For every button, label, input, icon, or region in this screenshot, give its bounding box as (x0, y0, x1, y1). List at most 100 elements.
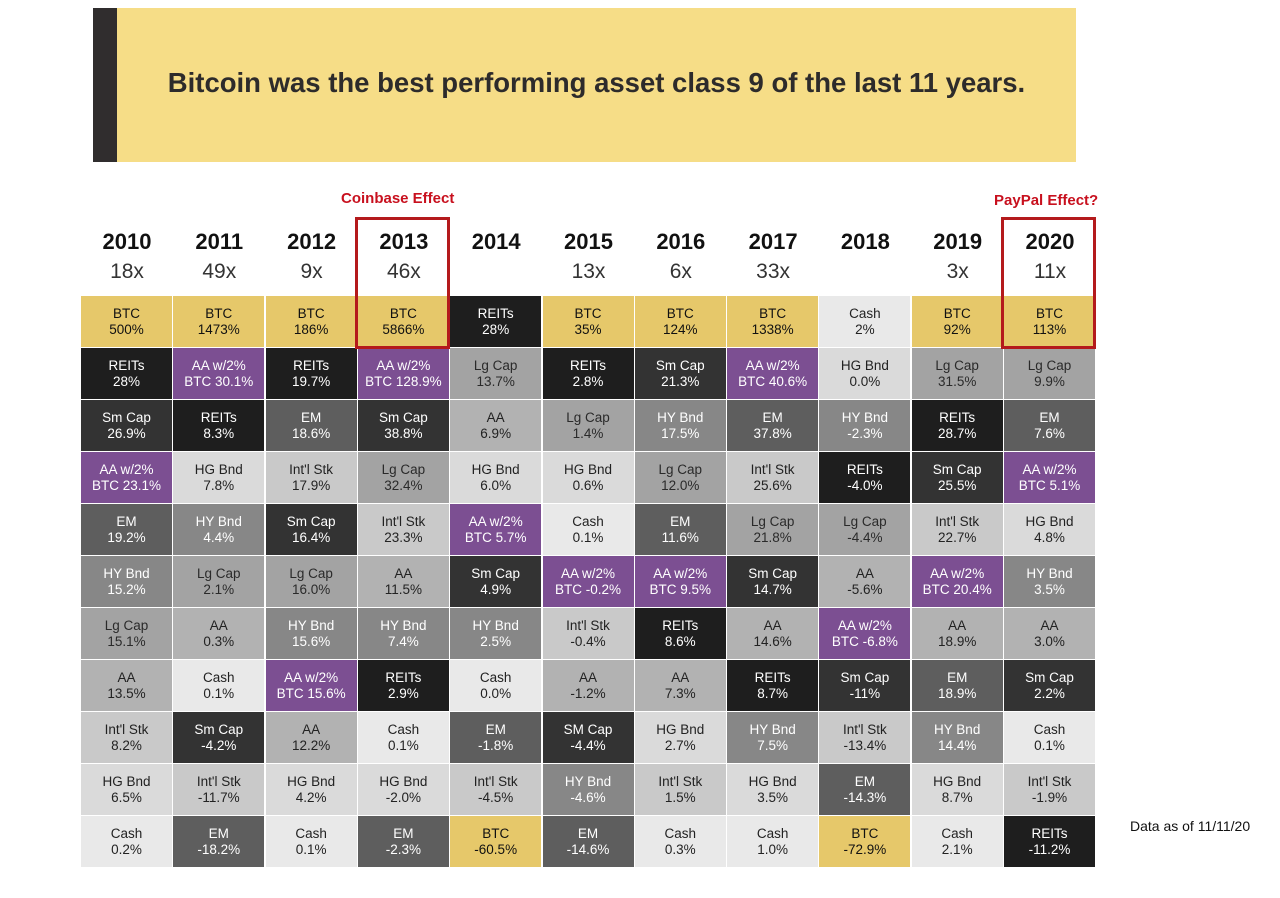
asset-return: 7.5% (757, 737, 788, 753)
asset-cell: EM -14.6% (542, 816, 635, 868)
asset-return: 19.7% (291, 373, 331, 389)
asset-cell: REITs 8.6% (634, 608, 727, 660)
asset-label: BTC (943, 305, 971, 321)
asset-return: BTC 30.1% (184, 373, 254, 389)
asset-label: AA w/2% (1022, 461, 1077, 477)
asset-cell: HG Bnd 8.7% (911, 764, 1004, 816)
asset-label: REITs (754, 669, 791, 685)
year-label: 2014 (471, 229, 521, 254)
asset-return: 0.3% (203, 633, 235, 649)
asset-return: 21.3% (661, 373, 700, 389)
year-label: 2018 (840, 229, 890, 254)
asset-cell: AA 11.5% (357, 556, 450, 608)
asset-label: HG Bnd (933, 773, 982, 789)
asset-cell: HY Bnd 15.6% (265, 608, 358, 660)
asset-return: 8.7% (941, 789, 973, 805)
year-header: 2016 6x (635, 229, 727, 289)
asset-label: Cash (941, 825, 973, 841)
asset-return: 13.5% (107, 685, 146, 701)
asset-label: Lg Cap (843, 513, 887, 529)
asset-return: 6.0% (480, 477, 512, 493)
asset-return: 0.3% (664, 841, 696, 857)
asset-cell: HY Bnd -4.6% (542, 764, 635, 816)
asset-cell: Cash 2% (819, 296, 912, 348)
asset-return: 37.8% (753, 425, 792, 441)
asset-return: -13.4% (843, 737, 887, 753)
asset-return: 500% (109, 321, 144, 337)
asset-label: AA w/2% (468, 513, 523, 529)
asset-return: 12.0% (661, 477, 700, 493)
asset-label: Int'l Stk (104, 721, 149, 737)
asset-return: 38.8% (384, 425, 423, 441)
asset-label: HY Bnd (841, 409, 889, 425)
asset-return: 35% (574, 321, 602, 337)
asset-return: 15.2% (107, 581, 146, 597)
asset-return: 2.9% (388, 685, 419, 701)
asset-label: AA w/2% (191, 357, 246, 373)
asset-return: 11.6% (661, 529, 699, 545)
asset-cell: AA 3.0% (1004, 608, 1096, 660)
year-label: 2016 (656, 229, 706, 254)
asset-cell: Sm Cap 2.2% (1004, 660, 1096, 712)
asset-return: -14.6% (566, 841, 610, 857)
asset-label: AA (1040, 617, 1059, 633)
asset-label: HG Bnd (840, 357, 889, 373)
asset-label: Sm Cap (471, 565, 521, 581)
asset-return: -1.2% (570, 685, 606, 701)
asset-return: 17.5% (661, 425, 700, 441)
year-label: 2019 (933, 229, 983, 254)
asset-return: 21.8% (753, 529, 792, 545)
asset-cell: HG Bnd 4.8% (1004, 504, 1096, 556)
asset-return: 13.7% (476, 373, 515, 389)
asset-label: Int'l Stk (750, 461, 795, 477)
asset-label: HG Bnd (102, 773, 151, 789)
asset-return: 14.4% (938, 737, 977, 753)
asset-label: REITs (939, 409, 976, 425)
asset-label: Int'l Stk (196, 773, 241, 789)
asset-label: REITs (662, 617, 699, 633)
asset-cell: BTC 186% (265, 296, 358, 348)
asset-cell: REITs 2.8% (542, 348, 635, 400)
asset-return: BTC 40.6% (738, 373, 808, 389)
asset-cell: HG Bnd -2.0% (357, 764, 450, 816)
asset-return: 18.9% (938, 685, 977, 701)
asset-label: AA (209, 617, 228, 633)
asset-return: 3.5% (1034, 581, 1065, 597)
asset-return: 3.5% (757, 789, 788, 805)
asset-return: 19.2% (107, 529, 146, 545)
asset-return: 0.6% (572, 477, 604, 493)
asset-return: 2.2% (1034, 685, 1065, 701)
asset-cell: AA 12.2% (265, 712, 358, 764)
asset-label: AA (948, 617, 967, 633)
asset-label: Sm Cap (748, 565, 797, 581)
asset-label: AA w/2% (930, 565, 985, 581)
asset-return: 0.1% (295, 841, 327, 857)
btc-multiple-label: 18x (110, 260, 144, 283)
asset-cell: Lg Cap 2.1% (173, 556, 266, 608)
data-as-of-note: Data as of 11/11/20 (1130, 818, 1251, 834)
asset-cell: Int'l Stk -11.7% (173, 764, 266, 816)
asset-label: Int'l Stk (289, 461, 334, 477)
asset-cell: EM 7.6% (1004, 400, 1096, 452)
asset-return: 26.9% (107, 425, 146, 441)
asset-return: 5866% (382, 321, 425, 337)
year-label: 2015 (564, 229, 613, 254)
asset-return: 92% (943, 321, 971, 337)
asset-cell: AA 6.9% (450, 400, 543, 452)
asset-cell: AA w/2% BTC 9.5% (634, 556, 727, 608)
year-header: 2012 9x (266, 229, 358, 289)
asset-cell: Int'l Stk -4.5% (450, 764, 543, 816)
btc-multiple-label: 46x (386, 260, 421, 283)
asset-return: 2.1% (941, 841, 973, 857)
asset-cell: REITs -11.2% (1004, 816, 1096, 868)
asset-label: HY Bnd (1026, 565, 1073, 581)
asset-label: HG Bnd (287, 773, 336, 789)
asset-label: HY Bnd (564, 773, 612, 789)
asset-label: BTC (113, 305, 140, 321)
asset-cell: REITs 28.7% (911, 400, 1004, 452)
asset-cell: HY Bnd -2.3% (819, 400, 912, 452)
asset-cell: EM -2.3% (357, 816, 450, 868)
asset-cell: Int'l Stk 25.6% (727, 452, 820, 504)
asset-label: Cash (203, 669, 235, 685)
asset-return: 4.9% (480, 581, 512, 597)
